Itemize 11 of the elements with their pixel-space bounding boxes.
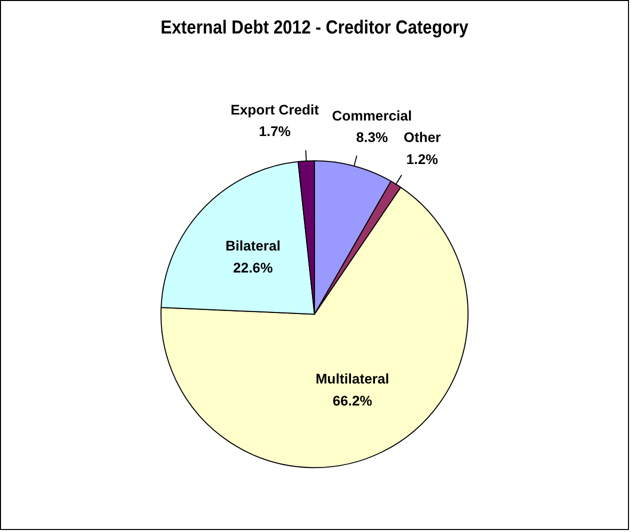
data-label: 1.2% <box>406 150 439 167</box>
slice-label: Multilateral <box>316 370 390 387</box>
data-label: 22.6% <box>233 259 274 276</box>
data-label: 1.7% <box>258 123 292 140</box>
slice-label: Commercial <box>332 107 412 124</box>
data-label: 66.2% <box>332 392 373 408</box>
slice-label: Export Credit <box>230 101 320 118</box>
chart-title: External Debt 2012 - Creditor Category <box>160 16 468 38</box>
slice-label: Bilateral <box>225 237 280 254</box>
data-label: 8.3% <box>356 129 388 146</box>
slice-label: Other <box>404 129 442 146</box>
